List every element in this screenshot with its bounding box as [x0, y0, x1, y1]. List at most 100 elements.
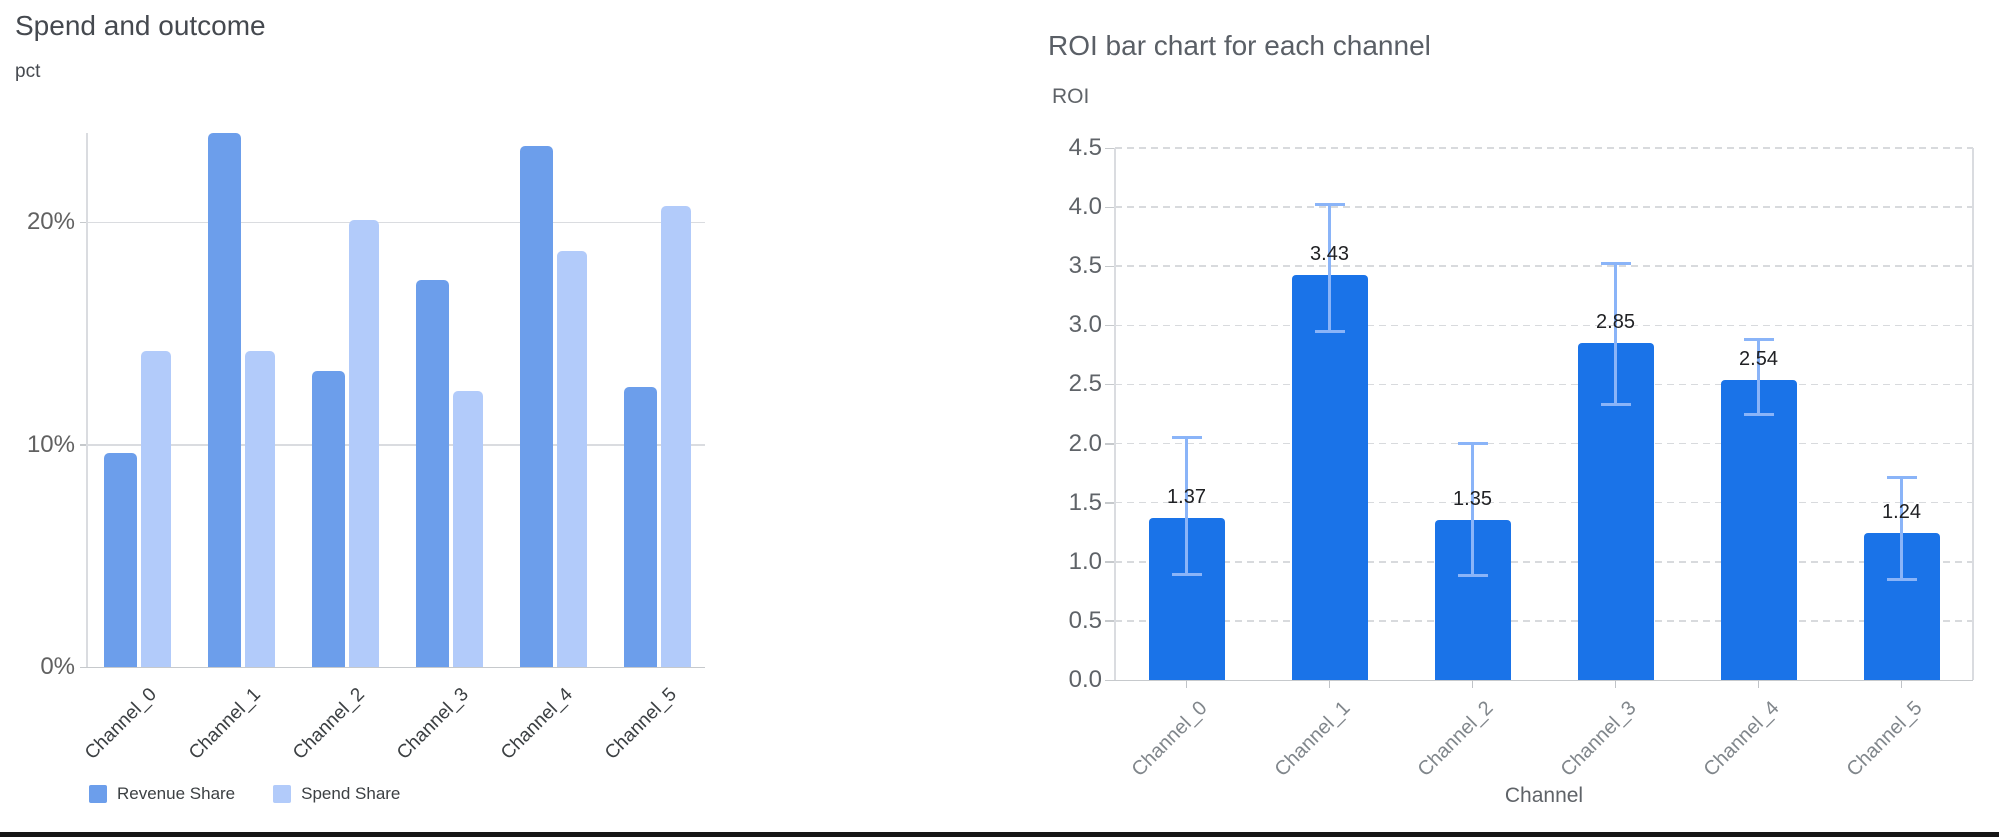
- legend-label-revenue-share: Revenue Share: [117, 784, 236, 803]
- gridline: [87, 444, 705, 446]
- x-tick-label-channel_2: Channel_2: [288, 684, 369, 764]
- x-tick-mark-channel_5: [1900, 680, 1903, 688]
- x-tick-mark-channel_0: [1185, 680, 1188, 688]
- gridline: [1115, 561, 1973, 563]
- error-bar-cap-bottom-channel_4: [1743, 412, 1774, 416]
- right-plot-edge: [1972, 148, 1974, 680]
- x-tick-label-channel_2: Channel_2: [1413, 697, 1498, 781]
- error-bar-cap-bottom-channel_1: [1314, 329, 1345, 333]
- y-tick-mark: [80, 666, 87, 668]
- y-tick-label: 0%: [40, 653, 75, 680]
- right-y-axis-title: ROI: [1052, 85, 1090, 108]
- x-tick-label-channel_5: Channel_5: [600, 684, 681, 764]
- right-chart-title: ROI bar chart for each channel: [1048, 30, 1431, 61]
- gridline: [1115, 147, 1973, 149]
- y-tick-label: 2.0: [1068, 429, 1102, 457]
- y-tick-label: 3.5: [1068, 252, 1102, 280]
- y-tick-mark: [1105, 443, 1115, 445]
- x-tick-mark-channel_3: [1614, 680, 1617, 688]
- error-bar-stem-channel_1: [1328, 204, 1331, 332]
- error-bar-cap-bottom-channel_5: [1886, 578, 1917, 581]
- bar-revenue-share-channel_5: [623, 386, 657, 667]
- bar-spend-share-channel_3: [452, 391, 483, 667]
- x-baseline: [87, 666, 705, 668]
- bar-revenue-share-channel_3: [415, 279, 449, 667]
- y-tick-label: 1.0: [1068, 547, 1102, 575]
- error-bar-stem-channel_4: [1757, 339, 1760, 414]
- bar-value-label-channel_3: 2.85: [1596, 311, 1635, 334]
- bar-revenue-share-channel_0: [103, 453, 137, 667]
- left-chart-title: Spend and outcome: [15, 10, 266, 41]
- x-tick-label-channel_5: Channel_5: [1842, 697, 1927, 781]
- bar-roi-channel_2: [1434, 520, 1511, 680]
- left-y-axis-title: pct: [15, 61, 41, 82]
- bar-roi-channel_1: [1291, 274, 1368, 680]
- error-bar-cap-top-channel_1: [1314, 203, 1345, 207]
- y-tick-mark: [1105, 147, 1115, 149]
- revenue-share-swatch-icon: [89, 785, 107, 803]
- x-tick-label-channel_1: Channel_1: [184, 684, 265, 764]
- y-tick-label: 0.0: [1068, 666, 1102, 693]
- y-tick-label: 20%: [26, 208, 75, 235]
- error-bar-stem-channel_5: [1900, 477, 1903, 580]
- y-tick-label: 1.5: [1068, 488, 1102, 516]
- bar-roi-channel_4: [1720, 379, 1797, 680]
- y-tick-label: 3.0: [1068, 311, 1102, 339]
- bar-spend-share-channel_0: [140, 351, 171, 667]
- x-tick-label-channel_3: Channel_3: [392, 684, 473, 764]
- error-bar-cap-bottom-channel_0: [1171, 573, 1202, 577]
- error-bar-cap-top-channel_3: [1600, 262, 1631, 266]
- gridline: [1115, 324, 1973, 327]
- bar-roi-channel_3: [1577, 343, 1654, 680]
- y-axis-line: [1114, 148, 1116, 680]
- bar-spend-share-channel_2: [348, 219, 379, 667]
- y-axis-line: [86, 133, 88, 667]
- x-tick-label-channel_0: Channel_0: [80, 684, 161, 764]
- gridline: [1115, 383, 1973, 386]
- x-tick-label-channel_4: Channel_4: [496, 684, 577, 764]
- error-bar-cap-bottom-channel_3: [1600, 403, 1631, 407]
- error-bar-cap-top-channel_4: [1743, 338, 1774, 342]
- gridline: [1115, 501, 1973, 504]
- spend-share-swatch-icon: [273, 785, 292, 803]
- x-tick-mark-channel_4: [1757, 680, 1760, 688]
- x-tick-mark-channel_2: [1471, 680, 1474, 688]
- y-tick-mark: [1105, 679, 1115, 681]
- y-tick-mark: [1105, 206, 1115, 209]
- legend-item-spend-share: Spend Share: [273, 784, 400, 804]
- gridline: [1115, 206, 1973, 208]
- y-tick-label: 4.0: [1068, 193, 1102, 221]
- error-bar-stem-channel_2: [1471, 443, 1474, 576]
- bar-revenue-share-channel_4: [519, 146, 553, 667]
- y-tick-label: 2.5: [1068, 370, 1102, 398]
- y-tick-mark: [1105, 620, 1115, 622]
- x-tick-label-channel_4: Channel_4: [1699, 697, 1784, 781]
- bar-spend-share-channel_5: [660, 206, 691, 667]
- legend-label-spend-share: Spend Share: [301, 784, 401, 803]
- y-tick-mark: [80, 221, 87, 223]
- x-baseline: [1115, 679, 1973, 681]
- gridline: [1115, 442, 1973, 445]
- y-tick-label: 10%: [26, 430, 75, 458]
- y-tick-label: 4.5: [1068, 134, 1102, 161]
- right-x-axis-title: Channel: [1504, 784, 1584, 807]
- y-tick-label: 0.5: [1068, 606, 1102, 634]
- y-tick-mark: [1105, 561, 1115, 563]
- bar-value-label-channel_2: 1.35: [1453, 488, 1492, 511]
- error-bar-stem-channel_3: [1614, 263, 1617, 405]
- y-tick-mark: [1105, 265, 1115, 268]
- x-tick-mark-channel_1: [1328, 680, 1331, 688]
- gridline: [87, 221, 705, 223]
- error-bar-stem-channel_0: [1185, 437, 1188, 575]
- bar-value-label-channel_5: 1.24: [1882, 501, 1921, 524]
- y-tick-mark: [1105, 324, 1115, 327]
- error-bar-cap-top-channel_0: [1171, 436, 1202, 440]
- bar-roi-channel_0: [1148, 518, 1225, 680]
- bar-spend-share-channel_1: [244, 351, 275, 667]
- legend-item-revenue-share: Revenue Share: [89, 784, 235, 804]
- y-tick-mark: [80, 444, 87, 446]
